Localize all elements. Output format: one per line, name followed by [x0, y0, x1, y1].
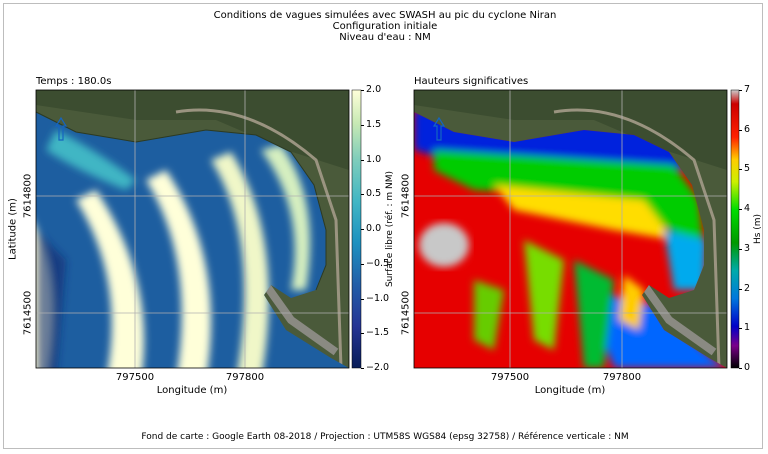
right-ytick-7614500: 7614500: [400, 290, 412, 336]
colorbar-tick-label: 0.5: [366, 188, 382, 200]
right-map: [413, 89, 728, 369]
colorbar-tick-mark: [739, 129, 742, 131]
colorbar-tick-label: −0.5: [366, 257, 390, 269]
colorbar-tick-mark: [361, 263, 364, 265]
colorbar-tick-label: 0: [744, 362, 751, 373]
colorbar-tick-label: 7: [744, 84, 751, 95]
right-ytick-7614800: 7614800: [400, 173, 412, 219]
colorbar-tick-mark: [361, 333, 364, 335]
figure-title-1: Conditions de vagues simulées avec SWASH…: [213, 10, 557, 21]
right-xlabel: Longitude (m): [534, 385, 606, 396]
colorbar-tick-label: 0.0: [366, 223, 382, 234]
colorbar-tick-label: 1: [744, 322, 751, 334]
colorbar-tick-label: 2: [744, 282, 751, 294]
left-xtick-797500: 797500: [115, 372, 155, 383]
colorbar-tick-mark: [739, 368, 742, 369]
right-panel-title: Hauteurs significatives: [414, 76, 529, 87]
colorbar-tick-label: 1.0: [366, 153, 382, 165]
colorbar-tick-mark: [361, 159, 364, 161]
left-ylabel: Latitude (m): [7, 198, 19, 260]
colorbar-tick-label: −1.5: [366, 327, 390, 339]
colorbar-tick-label: 5: [744, 163, 751, 175]
figure-title-3: Niveau d'eau : NM: [339, 32, 431, 43]
colorbar-tick-label: 6: [744, 123, 751, 135]
right-colorbar: [730, 89, 740, 369]
colorbar-tick-mark: [739, 328, 742, 330]
colorbar-tick-mark: [739, 288, 742, 290]
colorbar-tick-mark: [361, 229, 364, 230]
colorbar-tick-label: 4: [744, 203, 751, 215]
left-xtick-797800: 797800: [225, 372, 265, 383]
colorbar-tick-mark: [739, 90, 742, 91]
colorbar-tick-mark: [361, 90, 364, 91]
colorbar-tick-mark: [739, 169, 742, 171]
colorbar-tick-mark: [361, 194, 364, 196]
figure-footer: Fond de carte : Google Earth 08-2018 / P…: [141, 432, 629, 442]
figure-frame: [3, 3, 763, 449]
colorbar-tick-label: −1.0: [366, 292, 390, 304]
left-ytick-7614800: 7614800: [22, 173, 34, 219]
right-xtick-797500: 797500: [490, 372, 530, 383]
colorbar-tick-label: 2.0: [366, 84, 382, 95]
north-arrow-icon: [54, 116, 68, 141]
colorbar-tick-label: 3: [744, 242, 751, 254]
left-colorbar: [351, 89, 362, 369]
left-map: [35, 89, 350, 369]
figure-title-2: Configuration initiale: [332, 21, 438, 32]
colorbar-tick-label: −2.0: [366, 362, 390, 373]
colorbar-tick-label: 1.5: [366, 118, 382, 130]
left-panel-title: Temps : 180.0s: [36, 76, 112, 87]
colorbar-tick-mark: [361, 368, 364, 369]
right-xtick-797800: 797800: [602, 372, 642, 383]
colorbar-tick-mark: [739, 209, 742, 211]
right-colorbar-label: Hs (m): [753, 213, 763, 245]
left-colorbar-label: Surface libre (réf. : m NM): [385, 170, 395, 288]
colorbar-tick-mark: [739, 248, 742, 250]
colorbar-tick-mark: [361, 124, 364, 126]
north-arrow-icon: [432, 116, 446, 141]
left-ytick-7614500: 7614500: [22, 290, 34, 336]
left-xlabel: Longitude (m): [156, 385, 228, 396]
colorbar-tick-mark: [361, 298, 364, 300]
